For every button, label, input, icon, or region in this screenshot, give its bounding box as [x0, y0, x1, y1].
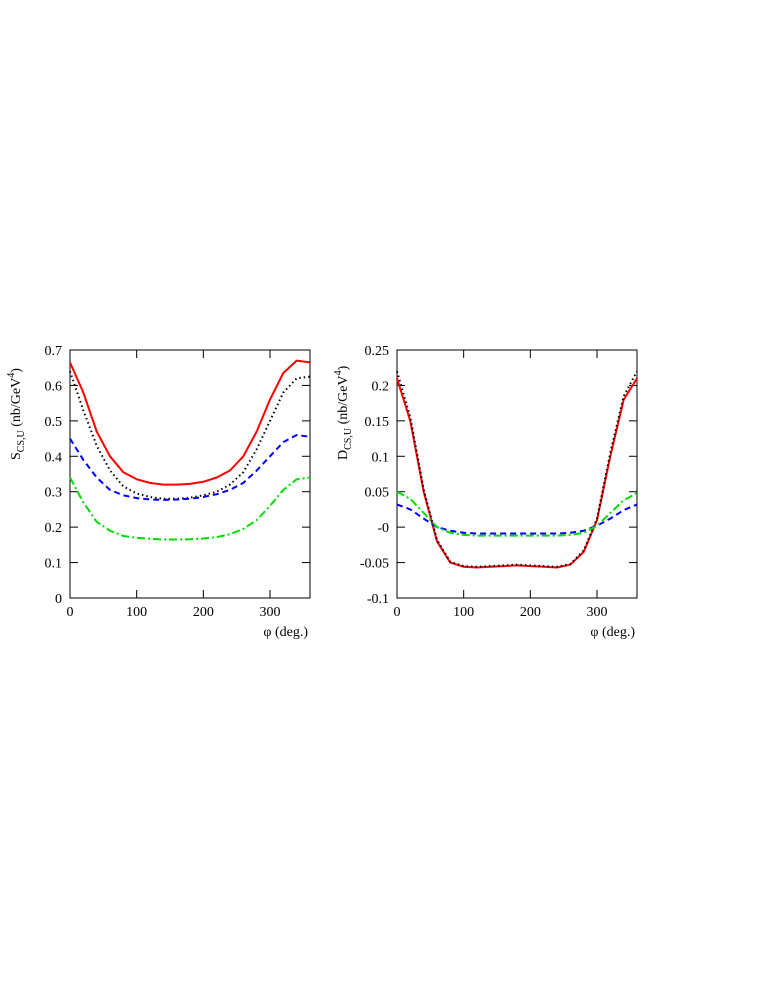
data-line — [69, 476, 311, 541]
y-axis-label-part: (nb/GeV — [336, 375, 351, 428]
y-tick-label: 0.1 — [372, 450, 390, 465]
y-tick-label: 0.6 — [45, 379, 63, 394]
y-axis-label-part: ) — [9, 368, 24, 373]
y-axis-label-part: CS,U — [16, 429, 27, 452]
y-tick-label: 0.15 — [365, 415, 390, 430]
y-tick-label: -0 — [377, 521, 389, 536]
x-tick-label: 0 — [67, 605, 74, 620]
y-axis-label-part: 4 — [6, 373, 17, 378]
x-axis-label: φ (deg.) — [263, 625, 308, 640]
x-tick-label: 200 — [520, 605, 541, 620]
data-line — [396, 370, 638, 568]
x-tick-label: 200 — [193, 605, 214, 620]
data-line — [69, 434, 311, 501]
y-tick-label: -0.05 — [360, 557, 389, 572]
y-tick-label: -0.1 — [367, 592, 389, 607]
plot-frame — [396, 349, 638, 599]
x-tick-label: 300 — [587, 605, 608, 620]
y-tick-label: 0.5 — [45, 415, 63, 430]
y-tick-label: 0.05 — [365, 486, 390, 501]
y-axis-label-part: CS,U — [343, 427, 354, 450]
y-tick-label: 0.7 — [45, 344, 63, 359]
x-axis-label: φ (deg.) — [590, 625, 635, 640]
data-line — [69, 370, 311, 500]
y-axis-label-part: (nb/GeV — [9, 378, 24, 431]
x-tick-label: 100 — [126, 605, 147, 620]
y-axis-label-part: S — [9, 452, 24, 460]
data-line — [69, 359, 311, 486]
data-line — [396, 377, 638, 569]
panel: 0 0.1 0.2 0.3 0.4 0.5 0.6 0.7 0 100 200 300 φ (deg.)… — [6, 344, 311, 640]
y-axis-label: SCS,U (nb/GeV4) — [6, 368, 27, 460]
data-line — [396, 490, 638, 537]
y-axis-label-part: D — [336, 450, 351, 460]
y-tick-label: 0.2 — [45, 521, 63, 536]
y-tick-label: 0.2 — [372, 379, 390, 394]
y-tick-label: 0.4 — [45, 450, 63, 465]
x-tick-label: 300 — [260, 605, 281, 620]
y-axis-label: DCS,U (nb/GeV4) — [333, 365, 354, 460]
y-tick-label: 0 — [55, 592, 62, 607]
plot-frame — [69, 349, 311, 599]
y-tick-label: 0.1 — [45, 557, 63, 572]
y-axis-label-part: 4 — [333, 370, 344, 375]
x-tick-label: 100 — [453, 605, 474, 620]
y-tick-label: 0.25 — [365, 344, 390, 359]
y-axis-label-part: ) — [336, 365, 351, 370]
x-tick-label: 0 — [394, 605, 401, 620]
y-tick-label: 0.3 — [45, 486, 63, 501]
panel: -0.1 -0.05 -0 0.05 0.1 0.15 0.2 0.25 0 100 200 300 φ… — [333, 344, 638, 640]
